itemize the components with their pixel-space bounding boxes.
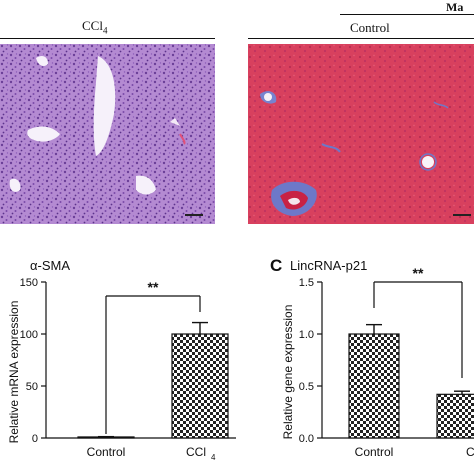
- ccl4-column-label: CCl4: [82, 18, 107, 36]
- he-micrograph-ccl4: [0, 44, 215, 224]
- control-underline: [248, 38, 474, 39]
- chart-c-ylabel: Relative gene expression: [281, 305, 295, 440]
- header-rule-right-top: [340, 14, 474, 15]
- chart-b-bar: [171, 333, 229, 439]
- chart-c-y-tick-label: 1.0: [299, 329, 314, 341]
- chart-c-bar: [348, 333, 400, 439]
- ccl4-label-text: CCl: [82, 18, 103, 33]
- ccl4-label-subscript: 4: [102, 25, 108, 36]
- chart-b-y-tick-label: 50: [26, 381, 38, 393]
- panel-header-fragment: Ma: [446, 0, 464, 14]
- chart-c-y-tick-label: 0.5: [299, 381, 314, 393]
- ccl4-underline: [0, 38, 215, 39]
- chart-c-bar: [436, 393, 474, 439]
- chart-b-x-label-ccl4-subscript: 4: [211, 453, 216, 462]
- chart-b: Relative mRNA expression 0 50 100 150 ** Cont…: [7, 277, 236, 462]
- chart-b-title: α-SMA: [30, 258, 71, 273]
- chart-b-x-label-ccl4: CCl: [186, 445, 206, 459]
- chart-c-title: LincRNA-p21: [290, 258, 368, 273]
- chart-c-plot: 0.0 0.5 1.0 1.5 ** Control C: [299, 268, 474, 459]
- panel-c-letter: C: [270, 256, 283, 275]
- trichrome-micrograph-control: [248, 44, 474, 224]
- chart-c-x-label-truncated: C: [466, 445, 474, 459]
- chart-c-x-label-control: Control: [355, 445, 394, 459]
- chart-b-y-tick-label: 100: [20, 329, 38, 341]
- chart-c-significance-stars: **: [413, 268, 424, 281]
- chart-b-significance-stars: **: [148, 279, 159, 295]
- chart-c: Relative gene expression 0.0 0.5 1.0 1.5 ** C…: [281, 268, 474, 459]
- control-column-label: Control: [350, 20, 390, 35]
- chart-b-y-tick-label: 0: [32, 433, 38, 445]
- chart-b-x-label-control: Control: [87, 445, 126, 459]
- chart-b-ylabel: Relative mRNA expression: [7, 301, 21, 444]
- chart-c-y-tick-label: 1.5: [299, 277, 314, 289]
- chart-b-plot: 0 50 100 150 ** Control CCl 4: [20, 277, 236, 462]
- chart-c-y-tick-label: 0.0: [299, 433, 314, 445]
- chart-b-y-tick-label: 150: [20, 277, 38, 289]
